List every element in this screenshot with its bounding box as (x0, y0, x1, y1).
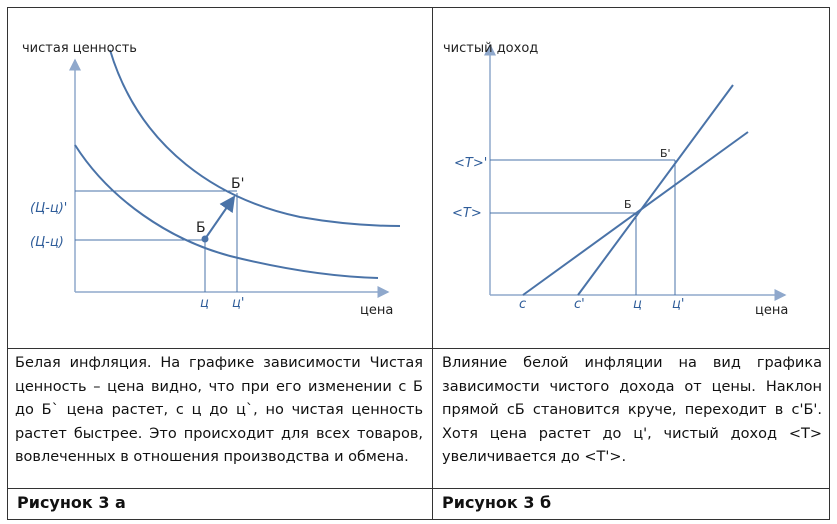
y-axis-label: чистая ценность (22, 41, 137, 56)
y-label: <T> (452, 206, 482, 221)
x-axis-label: цена (360, 303, 393, 318)
description: Белая инфляция. На графике зависимости Ч… (15, 355, 423, 465)
x-label: c' (574, 297, 585, 312)
point-label: Б' (660, 147, 671, 160)
description: Влияние белой инфляции на вид графика за… (442, 355, 822, 465)
x-label: ц' (232, 296, 244, 311)
caption: Рисунок 3 б (442, 493, 552, 512)
y-label: (Ц-ц)' (30, 201, 67, 216)
right-graph: чистый доход цена <T>' <T> c c' ц ц' Б Б… (443, 41, 788, 318)
x-label: ц (633, 297, 642, 312)
x-axis-label: цена (755, 303, 788, 318)
point-label: Б (196, 220, 206, 236)
caption: Рисунок 3 а (17, 493, 126, 512)
y-label: <T>' (454, 156, 487, 171)
x-label: c (519, 297, 526, 312)
point-label: Б' (231, 176, 244, 192)
x-label: ц (200, 296, 209, 311)
left-graph: чистая ценность цена (Ц-ц)' (Ц-ц) ц ц' Б… (22, 41, 401, 318)
y-axis-label: чистый доход (443, 41, 538, 56)
y-label: (Ц-ц) (30, 235, 64, 250)
x-label: ц' (672, 297, 684, 312)
table-grid (7, 7, 830, 520)
point-label: Б (624, 198, 632, 211)
